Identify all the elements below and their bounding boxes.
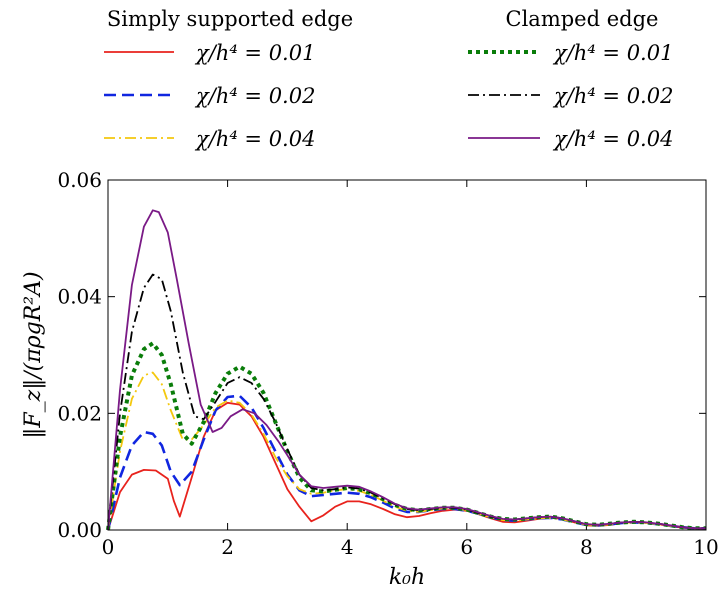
x-tick-label: 0: [102, 535, 115, 559]
x-tick-label: 10: [693, 535, 718, 559]
series-line-4: [106, 341, 706, 531]
legend-label-2: χ/h⁴ = 0.02: [194, 84, 315, 108]
plot-frame: [107, 179, 707, 531]
legend-label-4: χ/h⁴ = 0.01: [552, 41, 673, 65]
legend-title-clamped: Clamped edge: [506, 7, 659, 31]
y-tick-label: 0.04: [57, 285, 102, 309]
legend-label-6: χ/h⁴ = 0.04: [552, 127, 673, 151]
x-axis-label: k₀h: [389, 565, 425, 590]
y-tick-label: 0.02: [57, 401, 102, 425]
series-line-6: [107, 209, 706, 531]
plot-area: 0 2 4 6 8 10 0.00 0.02 0.04 0.06: [57, 168, 718, 559]
y-axis-label: ‖F_z‖/(πρgR²A): [21, 271, 46, 438]
series-line-3: [107, 371, 706, 531]
legend-title-simply-supported: Simply supported edge: [107, 7, 353, 31]
series-line-5: [107, 273, 706, 531]
x-tick-label: 2: [221, 535, 234, 559]
x-tick-label: 8: [580, 535, 593, 559]
x-tick-label: 6: [460, 535, 473, 559]
legend-label-5: χ/h⁴ = 0.02: [552, 84, 673, 108]
x-tick-label: 4: [341, 535, 354, 559]
legend: Simply supported edge Clamped edge χ/h⁴ …: [104, 7, 673, 151]
y-tick-label: 0.00: [57, 518, 102, 542]
legend-label-1: χ/h⁴ = 0.01: [194, 41, 315, 65]
legend-label-3: χ/h⁴ = 0.04: [194, 127, 315, 151]
y-tick-label: 0.06: [57, 168, 102, 192]
